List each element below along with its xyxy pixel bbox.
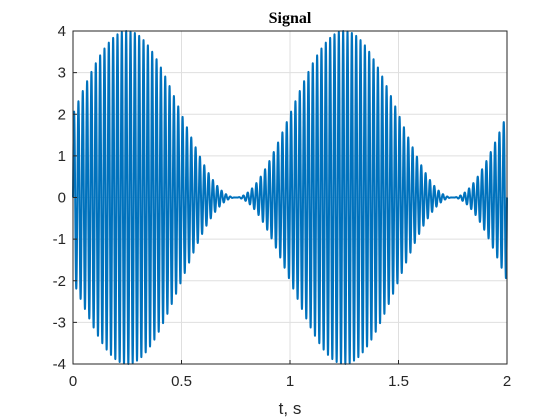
series-line-signal <box>72 30 508 365</box>
x-axis-ticks: 0 0.5 1 1.5 2 <box>69 360 511 390</box>
x-tick-label: 1 <box>286 373 294 390</box>
y-axis-ticks: -4 -3 -2 -1 0 1 2 3 4 <box>53 23 77 373</box>
y-tick-label: 2 <box>58 106 66 123</box>
chart-title: Signal <box>269 10 312 27</box>
x-axis-label: t, s <box>279 399 302 418</box>
x-tick-label: 0.5 <box>171 373 192 390</box>
y-tick-label: -1 <box>53 231 66 248</box>
y-tick-label: 0 <box>58 190 66 207</box>
x-tick-label: 2 <box>503 373 511 390</box>
y-tick-label: -3 <box>53 314 66 331</box>
x-tick-label: 1.5 <box>388 373 409 390</box>
y-tick-label: -2 <box>53 273 66 290</box>
y-tick-label: 1 <box>58 148 66 165</box>
y-tick-label: 3 <box>58 65 66 82</box>
x-tick-label: 0 <box>69 373 77 390</box>
y-tick-label: -4 <box>53 356 66 373</box>
y-tick-label: 4 <box>58 23 66 40</box>
plot-area <box>72 30 508 365</box>
